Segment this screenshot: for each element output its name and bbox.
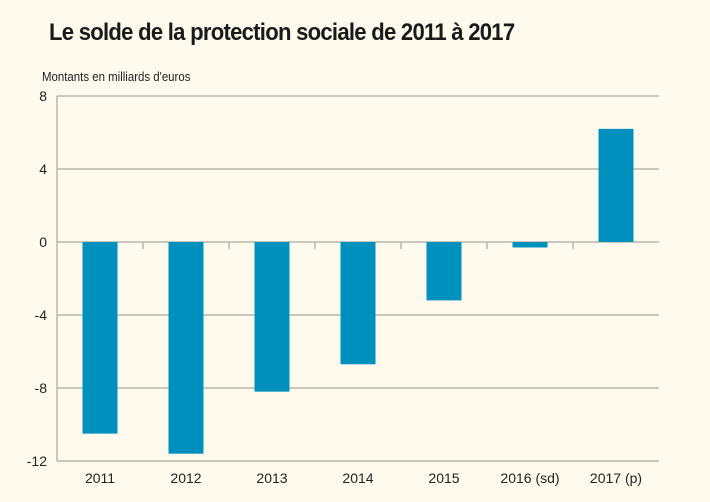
y-tick-label: 0 xyxy=(39,234,47,250)
bar-2013 xyxy=(254,242,290,392)
x-tick-label: 2017 (p) xyxy=(590,470,642,486)
x-tick-label: 2011 xyxy=(85,470,115,486)
bar-2014 xyxy=(340,242,376,365)
x-tick-label: 2016 (sd) xyxy=(500,470,559,486)
bar-2015 xyxy=(426,242,462,301)
bar-2016-sd xyxy=(512,242,548,248)
bar-2017-p xyxy=(598,128,634,242)
y-tick-label: 8 xyxy=(39,88,47,104)
bar-2011 xyxy=(82,242,118,434)
unit-label: Montants en milliards d'euros xyxy=(42,69,191,84)
y-tick-label: -12 xyxy=(27,453,47,469)
y-tick-label: 4 xyxy=(39,161,47,177)
x-tick-label: 2012 xyxy=(170,470,201,486)
x-tick-label: 2013 xyxy=(256,470,287,486)
x-tick-label: 2014 xyxy=(342,470,373,486)
x-tick-label: 2015 xyxy=(428,470,459,486)
y-tick-label: -8 xyxy=(35,380,48,396)
y-tick-label: -4 xyxy=(35,307,48,323)
chart-title: Le solde de la protection sociale de 201… xyxy=(49,19,515,46)
bar-2012 xyxy=(168,242,204,454)
